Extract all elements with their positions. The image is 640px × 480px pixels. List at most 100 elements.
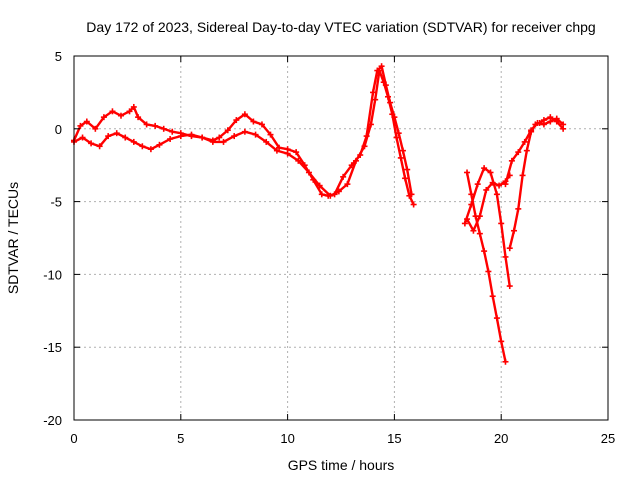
data-point xyxy=(481,248,488,255)
data-point xyxy=(233,117,240,124)
y-tick-label: -15 xyxy=(43,340,62,355)
data-point xyxy=(399,147,406,154)
data-point xyxy=(258,121,265,128)
data-point xyxy=(293,149,300,156)
data-point xyxy=(361,143,368,150)
data-point xyxy=(493,315,500,322)
data-point xyxy=(352,157,359,164)
data-point xyxy=(540,121,547,128)
data-point xyxy=(295,157,302,164)
data-point xyxy=(485,268,492,275)
data-point xyxy=(534,119,541,126)
data-point xyxy=(335,188,342,195)
data-point xyxy=(370,89,377,96)
x-tick-label: 15 xyxy=(387,431,401,446)
data-point xyxy=(250,118,257,125)
data-point xyxy=(464,169,471,176)
data-point xyxy=(152,122,159,129)
data-point xyxy=(216,134,223,141)
data-point xyxy=(231,133,238,140)
data-point xyxy=(521,138,528,145)
data-point xyxy=(553,115,560,122)
series-track-e xyxy=(464,172,513,234)
data-point xyxy=(384,93,391,100)
data-point xyxy=(160,125,167,132)
data-point xyxy=(489,293,496,300)
data-point xyxy=(177,133,184,140)
data-point xyxy=(241,128,248,135)
data-series xyxy=(71,63,567,365)
data-point xyxy=(316,182,323,189)
data-point xyxy=(393,134,400,141)
series-track-f xyxy=(506,114,567,252)
data-point xyxy=(169,128,176,135)
data-point xyxy=(474,181,481,188)
data-point xyxy=(404,166,411,173)
data-point xyxy=(100,114,107,121)
data-point xyxy=(340,173,347,180)
data-point xyxy=(498,220,505,227)
x-tick-label: 25 xyxy=(601,431,615,446)
data-point xyxy=(96,143,103,150)
data-point xyxy=(511,227,518,234)
data-point xyxy=(117,112,124,119)
data-point xyxy=(380,79,387,86)
data-point xyxy=(252,131,259,138)
data-point xyxy=(461,220,468,227)
data-point xyxy=(481,165,488,172)
y-axis-label: SDTVAR / TECUs xyxy=(5,182,21,294)
data-point xyxy=(523,147,530,154)
data-point xyxy=(284,150,291,157)
data-point xyxy=(126,108,133,115)
data-point xyxy=(496,182,503,189)
data-point xyxy=(83,118,90,125)
data-point xyxy=(147,146,154,153)
series-track-g xyxy=(502,115,567,188)
data-point xyxy=(88,140,95,147)
series-track-c xyxy=(464,169,509,365)
data-point xyxy=(109,108,116,115)
grid xyxy=(74,56,608,420)
data-point xyxy=(506,283,513,290)
chart-title: Day 172 of 2023, Sidereal Day-to-day VTE… xyxy=(86,19,595,35)
data-point xyxy=(199,134,206,141)
data-point xyxy=(528,127,535,134)
data-point xyxy=(209,138,216,145)
data-point xyxy=(318,191,325,198)
series-line xyxy=(508,115,565,250)
y-tick-label: -5 xyxy=(50,195,62,210)
data-point xyxy=(267,131,274,138)
data-point xyxy=(483,186,490,193)
data-point xyxy=(372,96,379,103)
data-point xyxy=(130,138,137,145)
data-point xyxy=(220,138,227,145)
data-point xyxy=(476,230,483,237)
data-point xyxy=(92,125,99,132)
data-point xyxy=(378,63,385,70)
data-point xyxy=(273,147,280,154)
data-point xyxy=(476,213,483,220)
data-point xyxy=(344,181,351,188)
data-point xyxy=(167,135,174,142)
plot-area-border xyxy=(73,55,609,421)
data-point xyxy=(506,245,513,252)
data-point xyxy=(498,338,505,345)
data-point xyxy=(519,172,526,179)
data-point xyxy=(508,157,515,164)
x-tick-label: 0 xyxy=(70,431,77,446)
data-point xyxy=(143,121,150,128)
data-point xyxy=(406,192,413,199)
data-point xyxy=(241,111,248,118)
data-point xyxy=(77,122,84,129)
data-point xyxy=(560,121,567,128)
data-point xyxy=(493,191,500,198)
data-point xyxy=(224,127,231,134)
data-point xyxy=(402,175,409,182)
data-point xyxy=(376,67,383,74)
x-axis-label: GPS time / hours xyxy=(288,457,395,473)
data-point xyxy=(135,114,142,121)
y-tick-label: -10 xyxy=(43,267,62,282)
data-point xyxy=(502,358,509,365)
y-tick-label: -20 xyxy=(43,413,62,428)
data-point xyxy=(327,192,334,199)
